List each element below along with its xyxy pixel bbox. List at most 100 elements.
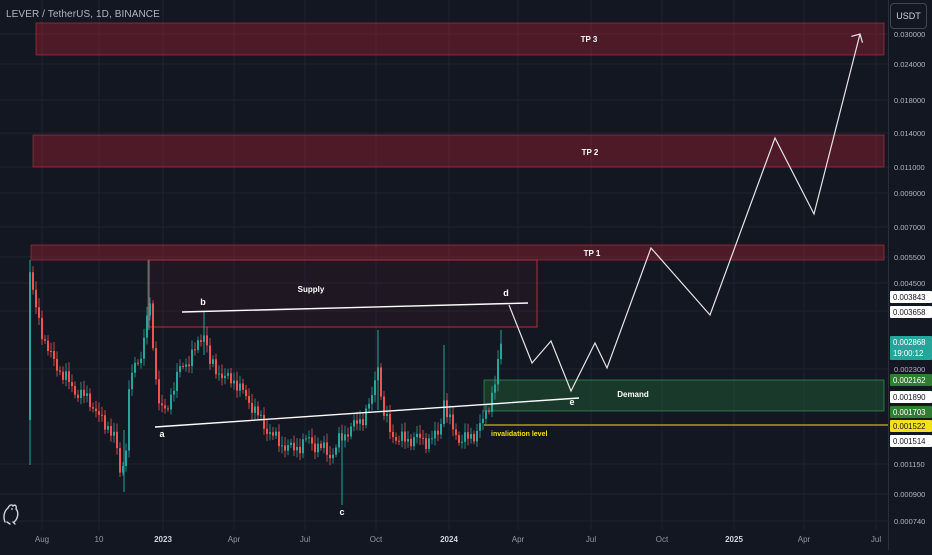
zone-label: Demand <box>617 390 649 399</box>
candle-body <box>317 443 319 453</box>
candle-body <box>323 442 325 449</box>
candle-body <box>206 335 208 346</box>
candle-body <box>197 340 199 350</box>
candle-body <box>86 393 88 396</box>
candle-body <box>386 414 388 416</box>
candle-body <box>155 348 157 380</box>
candle-body <box>485 410 487 419</box>
candle-body <box>410 438 412 447</box>
candle-body <box>365 408 367 426</box>
candle-body <box>479 423 481 431</box>
price-label-countdown: 19:00:12 <box>893 349 923 358</box>
candle-body <box>461 441 463 443</box>
candle-body <box>122 465 124 473</box>
currency-button[interactable]: USDT <box>890 3 927 29</box>
candle-body <box>497 359 499 385</box>
price-label: 0.002162 <box>893 376 926 385</box>
candle-body <box>320 443 322 449</box>
candle-body <box>119 448 121 473</box>
candle-body <box>56 358 58 371</box>
candle-body <box>248 396 250 403</box>
zone-label: TP 3 <box>581 35 598 44</box>
candle-body <box>452 414 454 430</box>
candle-body <box>395 437 397 441</box>
x-tick-label: 2024 <box>440 535 458 544</box>
candle-body <box>284 445 286 451</box>
candle-body <box>35 289 37 308</box>
x-tick-label: Jul <box>871 535 881 544</box>
candle-body <box>134 362 136 373</box>
candle-body <box>65 371 67 380</box>
candle-body <box>329 454 331 459</box>
candle-body <box>44 339 46 341</box>
candle-body <box>251 402 253 413</box>
price-label: 0.001514 <box>893 437 926 446</box>
candle-body <box>80 389 82 398</box>
candle-body <box>269 432 271 434</box>
candle-body <box>437 430 439 435</box>
wave-label-e: e <box>569 397 574 407</box>
candle-body <box>419 433 421 438</box>
candle-body <box>209 345 211 364</box>
candle-body <box>107 425 109 430</box>
candle-body <box>392 431 394 438</box>
candle-body <box>467 432 469 439</box>
candle-body <box>305 438 307 440</box>
candle-body <box>350 426 352 437</box>
candle-body <box>92 407 94 409</box>
candle-body <box>428 438 430 449</box>
price-axis[interactable]: 0.030000 0.024000 0.018000 0.014000 0.011000… <box>888 0 932 550</box>
candle-body <box>158 379 160 404</box>
candle-body <box>344 434 346 441</box>
x-tick-label: Apr <box>228 535 241 544</box>
tradingview-logo-icon[interactable] <box>2 500 20 526</box>
candle-body <box>170 394 172 410</box>
projection-arrowhead <box>851 33 864 43</box>
candle-body <box>221 373 223 379</box>
candle-body <box>296 446 298 451</box>
price-axis-labels: 0.030000 0.024000 0.018000 0.014000 0.011000… <box>890 30 932 526</box>
price-label-bg <box>890 391 932 403</box>
candle-body <box>260 414 262 416</box>
symbol-title[interactable]: LEVER / TetherUS, 1D, BINANCE <box>6 9 160 20</box>
candle-body <box>47 340 49 352</box>
y-tick-label: 0.002300 <box>894 365 925 374</box>
candle-body <box>398 440 400 442</box>
invalidation-label: invalidation level <box>491 431 547 438</box>
candle-body <box>311 437 313 444</box>
candle-body <box>470 433 472 439</box>
price-chart[interactable]: TP 3 TP 2 TP 1 Supply Demand invalidation lev… <box>0 0 888 550</box>
candle-body <box>53 351 55 359</box>
candle-body <box>167 408 169 410</box>
candle-body <box>449 414 451 418</box>
candle-body <box>371 395 373 404</box>
price-label: 0.001890 <box>893 393 926 402</box>
candle-body <box>179 366 181 372</box>
price-label-bg <box>890 306 932 318</box>
candle-body <box>254 406 256 413</box>
candle-body <box>380 367 382 397</box>
price-label-bg <box>890 420 932 432</box>
candle-body <box>89 393 91 408</box>
candle-body <box>347 434 349 437</box>
candle-body <box>194 349 196 351</box>
candle-body <box>68 371 70 383</box>
candle-body <box>128 389 130 451</box>
candle-body <box>446 400 448 418</box>
candle-body <box>407 438 409 442</box>
candle-body <box>125 450 127 466</box>
price-label-bg <box>890 291 932 303</box>
price-label-bg <box>890 406 932 418</box>
price-label: 0.001522 <box>893 422 926 431</box>
candle-body <box>218 373 220 375</box>
candle-body <box>425 438 427 449</box>
candle-body <box>356 420 358 424</box>
candle-body <box>116 431 118 449</box>
candle-body <box>293 442 295 451</box>
candle-body <box>32 272 34 290</box>
y-tick-label: 0.001150 <box>894 460 925 469</box>
candle-body <box>98 411 100 415</box>
zone-label: TP 1 <box>584 249 601 258</box>
candle-body <box>434 430 436 439</box>
price-label: 0.003843 <box>893 293 926 302</box>
